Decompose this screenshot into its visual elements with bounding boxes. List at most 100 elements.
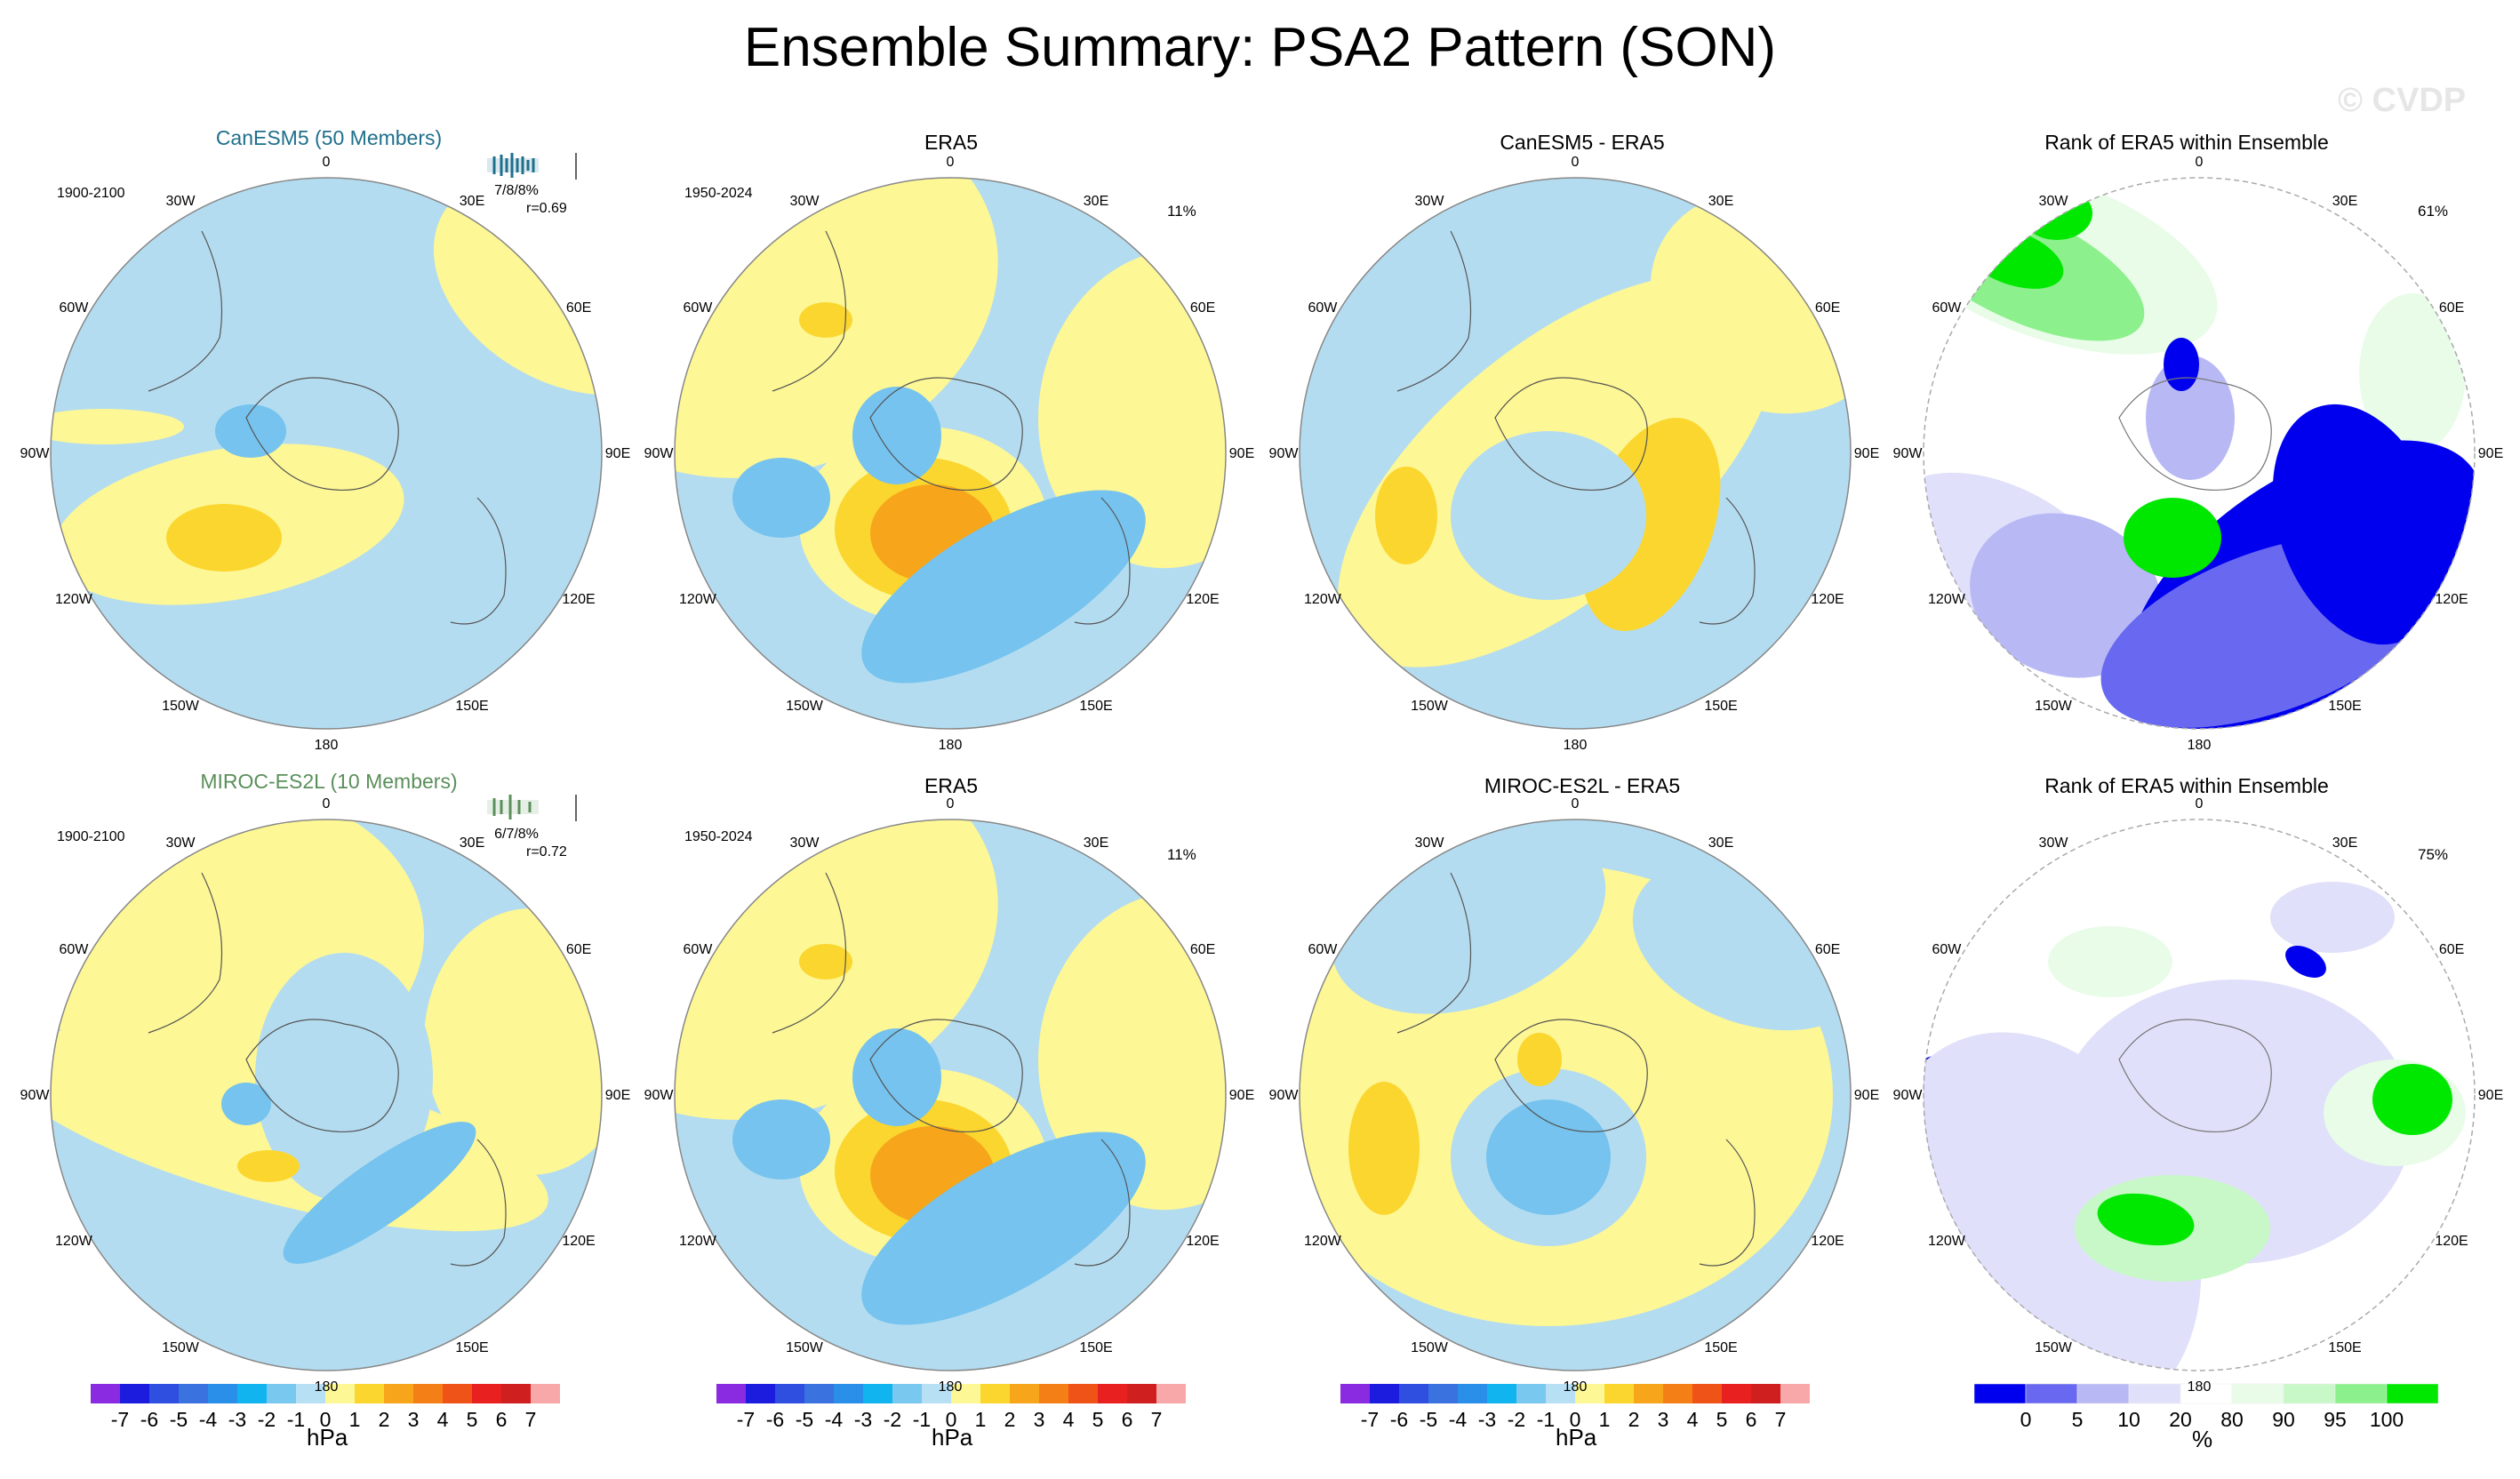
colorbar-swatch — [443, 1384, 472, 1403]
lon-label: 90E — [605, 1088, 630, 1103]
model-stats-2: 6/7/8% — [494, 827, 539, 842]
colorbar-tick: -3 — [228, 1408, 246, 1431]
map-panel: 0 30E 60E 90E 120E 150E 180 150W 120W 90W 60W 30W — [20, 155, 631, 753]
lon-label: 30E — [1708, 835, 1733, 851]
lon-label: 90E — [1229, 1088, 1254, 1103]
lon-label: 90W — [1893, 446, 1924, 461]
colorbar-hpa-2: -7 -6 -5 -4 -3 -2 -1 0 1 2 3 4 5 6 7 — [716, 1384, 1186, 1431]
colorbar-swatch — [1399, 1384, 1428, 1403]
longitude-labels: 0 30E 60E 90E 120E 150E 180 150W 120W 90W 60W 30W — [644, 796, 1255, 1395]
colorbar-swatch — [2025, 1383, 2078, 1404]
longitude-labels: 0 30E 60E 90E 120E 150E 180 150W 120W 90W 60W 30W — [20, 155, 631, 753]
lon-label: 90W — [20, 1088, 51, 1103]
map-border — [674, 819, 1227, 1371]
colorbar-tick: -2 — [1508, 1408, 1525, 1431]
colorbar-tick: -7 — [737, 1408, 755, 1431]
colorbar-swatch — [2283, 1383, 2336, 1404]
colorbar-tick: -6 — [140, 1408, 158, 1431]
lon-label: 150E — [2328, 1340, 2361, 1355]
colorbar-tick: -4 — [1449, 1408, 1468, 1431]
contour-region — [799, 302, 852, 338]
panel-title-model-1: CanESM5 (50 Members) — [215, 126, 443, 149]
lon-label: 30E — [1708, 194, 1733, 209]
colorbar-swatch — [1751, 1384, 1780, 1403]
contour-region — [255, 953, 433, 1202]
contour-region — [732, 458, 830, 538]
colorbar-swatch — [1546, 1384, 1575, 1403]
contour-region — [283, 1122, 476, 1264]
colorbar-tick: 20 — [2169, 1408, 2192, 1431]
lon-label: 90E — [1854, 1088, 1879, 1103]
colorbar-unit-4: % — [2192, 1426, 2213, 1452]
colorbar-swatch — [716, 1384, 746, 1403]
panel-title-model-2: MIROC-ES2L (10 Members) — [200, 770, 458, 793]
panel-title-rank-1: Rank of ERA5 within Ensemble — [2044, 131, 2329, 154]
contour-region — [215, 404, 286, 458]
lon-label: 90W — [644, 1088, 675, 1103]
colorbar-swatch — [91, 1384, 120, 1403]
coastline — [450, 497, 507, 625]
colorbar-tick: -3 — [1478, 1408, 1496, 1431]
colorbar-swatch — [325, 1384, 355, 1403]
lon-label: 30W — [1415, 835, 1445, 851]
colorbar-swatch — [1458, 1384, 1487, 1403]
lon-label: 60W — [683, 942, 713, 957]
lon-label: 120W — [1304, 592, 1342, 607]
model-r-1: r=0.69 — [526, 201, 567, 216]
panel-title-diff-2: MIROC-ES2L - ERA5 — [1484, 774, 1681, 797]
coastline — [1074, 497, 1131, 625]
colorbar-tick: 7 — [1775, 1408, 1787, 1431]
contour-region — [221, 1083, 271, 1125]
watermark: © CVDP — [2338, 82, 2467, 119]
lon-label: 30W — [790, 835, 820, 851]
colorbar-swatch — [980, 1384, 1010, 1403]
colorbar-tick: -6 — [1390, 1408, 1408, 1431]
colorbar-tick: 0 — [1570, 1408, 1581, 1431]
lon-label: 120E — [562, 592, 595, 607]
lon-label: 90W — [20, 446, 51, 461]
coastline — [1494, 1019, 1648, 1132]
map-panel: 0 30E 60E 90E 120E 150E 180 150W 120W 90W 60W 30W — [644, 155, 1255, 753]
colorbar-swatch — [2334, 1383, 2388, 1404]
colorbar-tick: 6 — [1122, 1408, 1133, 1431]
lon-label: 150E — [455, 699, 488, 714]
colorbar-swatch — [149, 1384, 179, 1403]
colorbar-tick: 0 — [320, 1408, 332, 1431]
colorbar-rank: 0 5 10 20 80 90 95 100 — [1973, 1383, 2439, 1431]
lon-label: 180 — [939, 1379, 963, 1395]
lon-label: 60E — [1190, 300, 1215, 316]
lon-label: 0 — [323, 155, 331, 170]
rank-region — [2164, 338, 2199, 391]
map-border — [674, 177, 1227, 730]
colorbar-swatch — [922, 1384, 951, 1403]
colorbar-swatch — [1039, 1384, 1068, 1403]
lon-label: 60E — [1815, 300, 1840, 316]
colorbar-tick: -2 — [258, 1408, 276, 1431]
colorbar-tick: -6 — [766, 1408, 784, 1431]
map-border — [1299, 177, 1852, 730]
panel-title-obs-2: ERA5 — [924, 774, 979, 797]
lon-label: 0 — [1572, 796, 1580, 811]
colorbar-swatch — [804, 1384, 834, 1403]
colorbar-tick: 3 — [408, 1408, 420, 1431]
colorbar-swatch — [834, 1384, 863, 1403]
lon-label: 150W — [1411, 699, 1449, 714]
colorbar-tick: 6 — [496, 1408, 508, 1431]
obs-years-1: 1950-2024 — [684, 186, 753, 201]
colorbar-swatch — [384, 1384, 413, 1403]
lon-label: 90W — [1269, 446, 1300, 461]
lon-label: 180 — [315, 1379, 339, 1395]
obs-pct-2: 11% — [1167, 846, 1196, 863]
rank-region — [2285, 945, 2326, 979]
colorbar-swatch — [1575, 1384, 1604, 1403]
coastline — [1396, 872, 1472, 1034]
lon-label: 180 — [2188, 738, 2212, 753]
lon-label: 120W — [55, 1234, 93, 1249]
contour-region — [1348, 1082, 1420, 1215]
colorbar-tick: -7 — [1361, 1408, 1379, 1431]
map-border — [1299, 819, 1852, 1371]
colorbar-swatch — [2128, 1383, 2181, 1404]
obs-years-2: 1950-2024 — [684, 829, 753, 844]
colorbar-swatch — [1487, 1384, 1516, 1403]
rank-pct-2: 75% — [2418, 846, 2449, 863]
